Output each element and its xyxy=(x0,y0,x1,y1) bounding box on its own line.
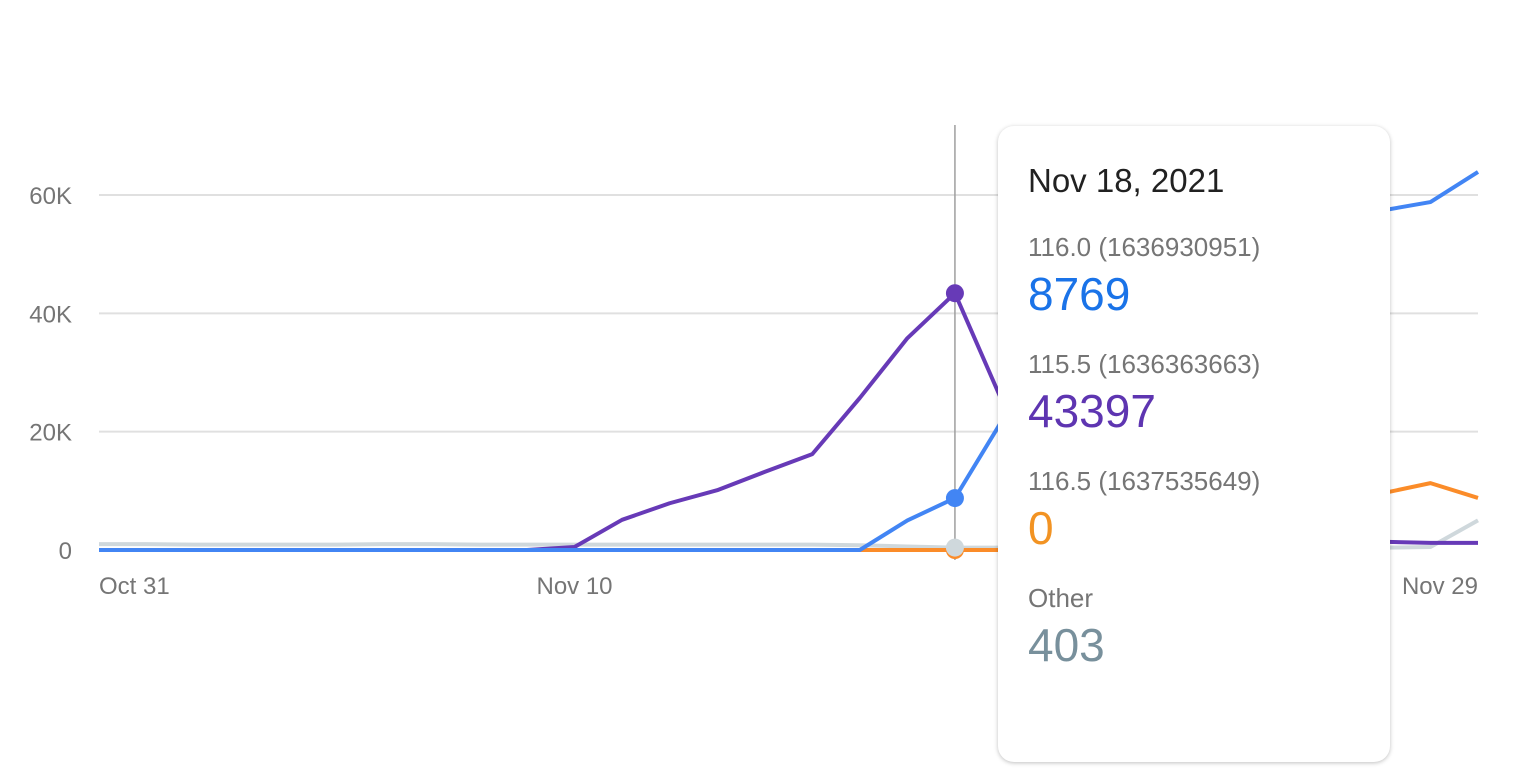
tooltip-series-label: Other xyxy=(1028,583,1094,613)
tooltip-series-value: 403 xyxy=(1028,619,1105,671)
tooltip-series-value: 8769 xyxy=(1028,268,1131,320)
chart-tooltip: Nov 18, 2021 116.0 (1636930951) 8769 115… xyxy=(998,126,1390,762)
tooltip-series-value: 43397 xyxy=(1028,385,1156,437)
tooltip-item: Other 403 xyxy=(1028,583,1360,672)
tooltip-item: 116.0 (1636930951) 8769 xyxy=(1028,232,1360,321)
y-tick-label: 20K xyxy=(29,420,72,447)
tooltip-series-label: 116.5 (1637535649) xyxy=(1028,466,1261,496)
tooltip-series-value: 0 xyxy=(1028,502,1054,554)
x-tick-label: Nov 29 xyxy=(1402,573,1478,600)
y-tick-label: 60K xyxy=(29,183,72,210)
y-tick-label: 40K xyxy=(29,301,72,328)
tooltip-item: 116.5 (1637535649) 0 xyxy=(1028,466,1360,555)
hover-point xyxy=(945,284,964,303)
hover-point xyxy=(945,489,964,508)
tooltip-date: Nov 18, 2021 xyxy=(1028,162,1225,199)
x-tick-label: Oct 31 xyxy=(99,573,170,600)
hover-point xyxy=(945,538,964,557)
y-tick-label: 0 xyxy=(59,538,72,565)
x-tick-label: Nov 10 xyxy=(536,573,612,600)
tooltip-series-label: 115.5 (1636363663) xyxy=(1028,349,1261,379)
tooltip-item: 115.5 (1636363663) 43397 xyxy=(1028,349,1360,438)
tooltip-series-label: 116.0 (1636930951) xyxy=(1028,232,1261,262)
